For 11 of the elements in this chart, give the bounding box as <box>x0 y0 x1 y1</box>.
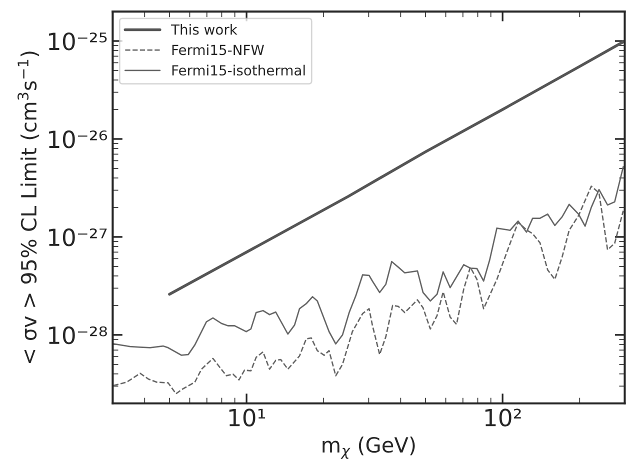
y-tick-label: 10⁻²⁸ <box>48 326 107 344</box>
legend-label: Fermi15-isothermal <box>172 64 305 76</box>
x-tick-label: 10¹ <box>229 408 266 427</box>
legend-label: Fermi15-NFW <box>172 44 264 56</box>
y-tick-label: 10⁻²⁷ <box>48 228 107 246</box>
y-tick-label: 10⁻²⁶ <box>48 130 108 148</box>
legend-label: This work <box>170 24 238 35</box>
y-tick-label: 10⁻²⁵ <box>48 32 107 50</box>
y-axis-title: < σv > 95% CL Limit (cm$^{3}$s$^{−1}$) <box>18 52 40 364</box>
x-axis-title: m$_{χ}$ (GeV) <box>322 436 415 459</box>
x-tick-label: 10² <box>485 408 521 427</box>
